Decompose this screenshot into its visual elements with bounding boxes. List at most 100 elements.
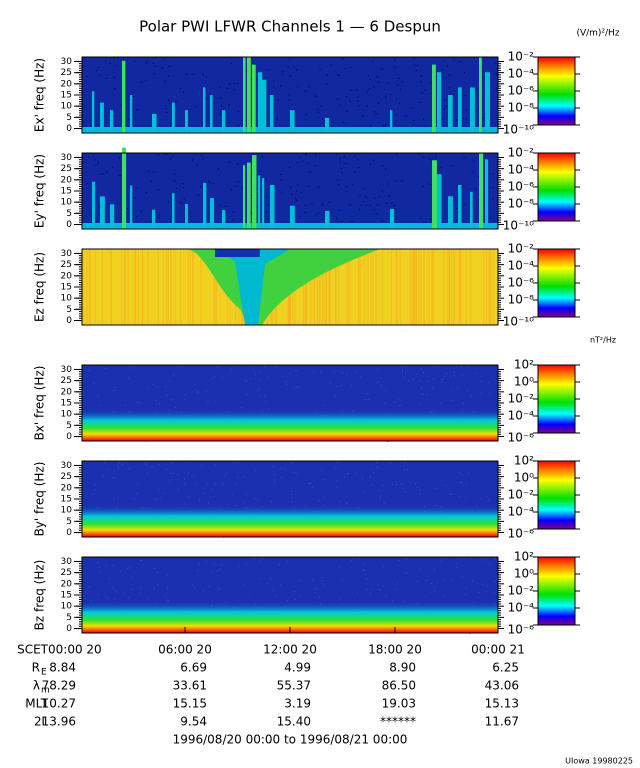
speckle [495,72,497,74]
ephemeris-value: 8.84 [49,661,76,675]
colorbar-label: 10⁻⁶ [508,180,535,194]
speckle [82,162,84,164]
speckle [489,563,491,565]
speckle [279,467,281,469]
streak [258,72,263,133]
speckle [425,222,427,224]
speckle [446,373,448,375]
speckle [289,75,291,77]
speckle [145,62,147,64]
speckle [466,366,468,368]
speckle [99,571,101,573]
speckle [445,77,447,79]
ephemeris-value: 6.69 [180,661,207,675]
streak [243,165,246,229]
speckle [407,469,409,471]
speckle [258,388,260,390]
speckle [246,71,248,73]
speckle [113,476,115,478]
speckle [219,86,221,88]
stripe [409,249,411,325]
speckle [285,381,287,383]
speckle [435,367,437,369]
speckle [399,405,401,407]
speckle [94,489,96,491]
speckle [440,166,442,168]
y-tick-label: 5 [66,113,72,123]
speckle [113,498,115,500]
speckle [115,387,117,389]
speckle [421,92,423,94]
speckle [184,394,186,396]
speckle [136,493,138,495]
speckle [422,186,424,188]
speckle [94,159,96,161]
speckle [480,497,482,499]
speckle [298,594,300,596]
speckle [202,590,204,592]
speckle [466,482,468,484]
speckle [281,191,283,193]
speckle [347,472,349,474]
speckle [442,118,444,120]
speckle [184,207,186,209]
speckle [137,187,139,189]
speckle [146,61,148,63]
speckle [103,173,105,175]
speckle [378,584,380,586]
speckle [372,61,374,63]
speckle [220,564,222,566]
y-tick-label: 15 [61,495,72,505]
streak [325,210,330,229]
streak [458,87,462,133]
stripe [319,249,321,325]
speckle [344,155,346,157]
speckle [366,589,368,591]
speckle [119,175,121,177]
row-label-sub: E [41,668,47,678]
speckle [384,402,386,404]
speckle [264,395,266,397]
y-tick-label: 15 [61,187,72,197]
speckle [257,389,259,391]
speckle [293,201,295,203]
speckle [127,378,129,380]
speckle [140,81,142,83]
y-tick-label: 15 [61,399,72,409]
speckle [443,596,445,598]
speckle [193,475,195,477]
speckle [470,395,472,397]
speckle [420,368,422,370]
speckle [269,578,271,580]
y-tick-label: 25 [61,260,72,270]
speckle [97,594,99,596]
stripe [367,249,369,325]
speckle [385,390,387,392]
stripe [395,249,397,325]
speckle [291,462,293,464]
speckle [105,367,107,369]
speckle [207,482,209,484]
speckle [113,389,115,391]
speckle [274,473,276,475]
speckle [394,58,396,60]
y-tick-label: 5 [66,517,72,527]
colorbar [537,248,576,318]
stripe [490,249,492,325]
speckle [307,162,309,164]
speckle [326,116,328,118]
speckle [376,466,378,468]
speckle [321,580,323,582]
speckle [472,580,474,582]
ephemeris-value: 10.27 [42,697,76,711]
colorbar-label: 10² [514,358,534,372]
stripe [167,249,169,325]
streak [172,193,175,229]
speckle [119,462,121,464]
colorbar-label: 10⁻⁴ [508,259,535,273]
stripe [133,249,135,325]
speckle [259,379,261,381]
ephemeris-value: 86.50 [382,679,416,693]
streak [152,209,156,229]
speckle [236,82,238,84]
